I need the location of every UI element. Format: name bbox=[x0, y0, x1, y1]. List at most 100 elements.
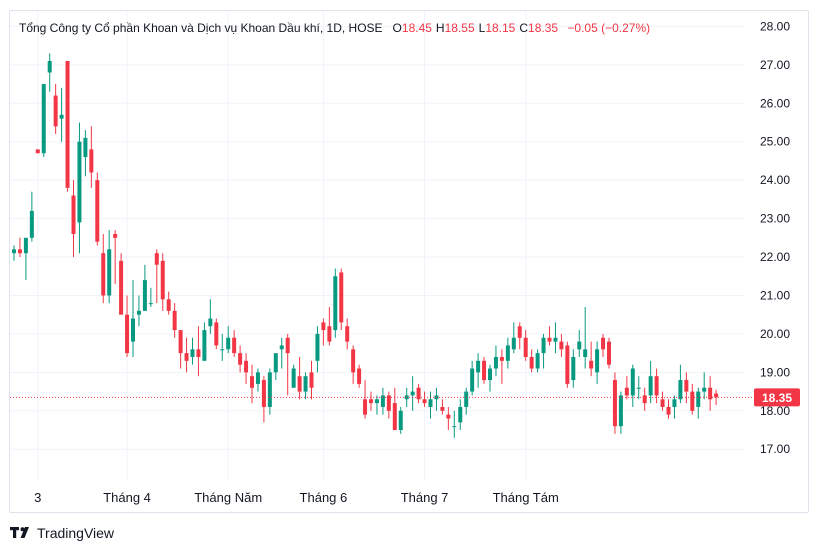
candle[interactable] bbox=[208, 299, 213, 334]
candle[interactable] bbox=[65, 60, 70, 192]
candle[interactable] bbox=[482, 356, 487, 384]
candle[interactable] bbox=[565, 341, 570, 388]
candle[interactable] bbox=[244, 353, 249, 384]
candle[interactable] bbox=[101, 233, 106, 304]
candle[interactable] bbox=[291, 364, 296, 388]
candle[interactable] bbox=[488, 364, 492, 392]
candle[interactable] bbox=[553, 322, 558, 354]
candle[interactable] bbox=[636, 376, 641, 400]
candle[interactable] bbox=[12, 245, 16, 261]
candle[interactable] bbox=[607, 337, 611, 369]
candle[interactable] bbox=[285, 333, 290, 396]
candle[interactable] bbox=[416, 383, 421, 404]
candle[interactable] bbox=[107, 230, 112, 304]
candle[interactable] bbox=[261, 376, 266, 423]
candle[interactable] bbox=[714, 389, 719, 406]
candle[interactable] bbox=[113, 230, 118, 284]
candle[interactable] bbox=[369, 391, 373, 411]
candle[interactable] bbox=[23, 237, 28, 281]
candle[interactable] bbox=[398, 406, 403, 434]
candle[interactable] bbox=[53, 84, 58, 135]
candle[interactable] bbox=[333, 268, 338, 338]
candle[interactable] bbox=[690, 383, 695, 415]
candle[interactable] bbox=[190, 337, 195, 365]
candle[interactable] bbox=[89, 126, 94, 188]
candle[interactable] bbox=[166, 291, 171, 315]
candle[interactable] bbox=[357, 364, 362, 388]
candle[interactable] bbox=[601, 333, 606, 357]
candle[interactable] bbox=[541, 333, 546, 369]
candle[interactable] bbox=[160, 253, 165, 311]
candle[interactable] bbox=[309, 360, 314, 400]
candle[interactable] bbox=[29, 191, 34, 242]
candle[interactable] bbox=[672, 395, 677, 419]
candle[interactable] bbox=[255, 368, 260, 392]
candle[interactable] bbox=[666, 399, 671, 419]
candle[interactable] bbox=[535, 349, 540, 373]
candle[interactable] bbox=[363, 380, 368, 419]
candle[interactable] bbox=[428, 391, 433, 419]
candle[interactable] bbox=[226, 326, 231, 354]
candle[interactable] bbox=[178, 330, 183, 369]
candle[interactable] bbox=[131, 280, 135, 357]
candle[interactable] bbox=[410, 376, 415, 411]
candle[interactable] bbox=[125, 295, 130, 357]
candle[interactable] bbox=[47, 53, 52, 92]
candle[interactable] bbox=[517, 322, 522, 350]
candle[interactable] bbox=[505, 337, 510, 369]
candle[interactable] bbox=[220, 333, 225, 361]
candle[interactable] bbox=[618, 391, 623, 434]
candle[interactable] bbox=[458, 399, 463, 431]
candle[interactable] bbox=[612, 372, 617, 434]
candle[interactable] bbox=[547, 326, 552, 346]
candle[interactable] bbox=[345, 318, 350, 350]
candle[interactable] bbox=[589, 341, 594, 377]
candle[interactable] bbox=[660, 391, 665, 411]
candle[interactable] bbox=[71, 180, 76, 258]
candle[interactable] bbox=[297, 356, 302, 400]
candle[interactable] bbox=[583, 307, 588, 369]
candle[interactable] bbox=[339, 268, 344, 331]
candle[interactable] bbox=[17, 237, 22, 258]
candle[interactable] bbox=[440, 399, 445, 415]
candle[interactable] bbox=[303, 372, 308, 400]
candle[interactable] bbox=[77, 122, 82, 254]
candle[interactable] bbox=[214, 318, 219, 350]
candle[interactable] bbox=[202, 322, 207, 361]
candle[interactable] bbox=[315, 326, 320, 373]
candle[interactable] bbox=[422, 391, 427, 407]
candle[interactable] bbox=[351, 345, 356, 384]
candle[interactable] bbox=[59, 87, 64, 142]
candle[interactable] bbox=[434, 387, 439, 411]
candle[interactable] bbox=[571, 349, 576, 388]
candle[interactable] bbox=[250, 364, 254, 404]
candle[interactable] bbox=[148, 287, 153, 308]
candle[interactable] bbox=[684, 372, 689, 404]
candle[interactable] bbox=[196, 326, 201, 377]
candle[interactable] bbox=[35, 149, 40, 154]
candle[interactable] bbox=[464, 387, 469, 415]
candle[interactable] bbox=[327, 307, 332, 346]
candle[interactable] bbox=[529, 349, 534, 373]
candle[interactable] bbox=[476, 353, 481, 388]
candle[interactable] bbox=[380, 387, 385, 415]
candle[interactable] bbox=[273, 353, 278, 381]
candle[interactable] bbox=[321, 318, 326, 346]
candle[interactable] bbox=[654, 368, 659, 404]
candle[interactable] bbox=[708, 376, 713, 411]
candle[interactable] bbox=[392, 387, 397, 431]
candle[interactable] bbox=[493, 345, 498, 377]
candle[interactable] bbox=[452, 410, 457, 438]
candle[interactable] bbox=[446, 406, 451, 431]
candle[interactable] bbox=[702, 372, 707, 400]
tradingview-footer[interactable]: TradingView bbox=[10, 524, 114, 542]
candle[interactable] bbox=[577, 330, 582, 357]
candle[interactable] bbox=[172, 303, 177, 338]
candle[interactable] bbox=[83, 130, 88, 177]
candle[interactable] bbox=[595, 341, 600, 384]
candle[interactable] bbox=[470, 360, 475, 396]
candle[interactable] bbox=[374, 395, 379, 415]
candle[interactable] bbox=[238, 345, 243, 373]
candle[interactable] bbox=[386, 391, 391, 419]
